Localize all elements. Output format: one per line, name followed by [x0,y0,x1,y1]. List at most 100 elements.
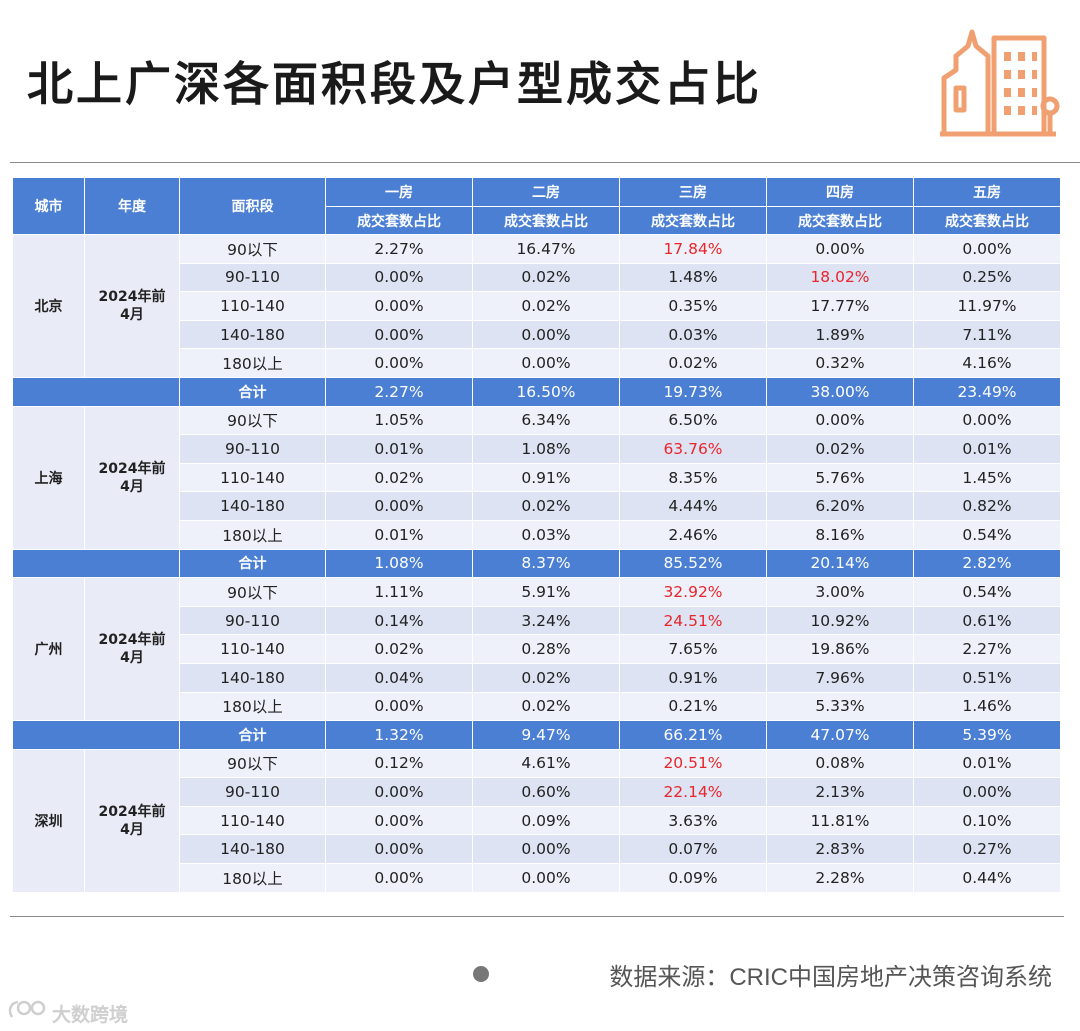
header-city: 城市 [12,177,85,235]
table-row: 140-180 0.00% 0.00% 0.03% 1.89% 7.11% [13,319,1061,350]
value-cell: 11.81% [766,805,914,836]
total-value-cell: 85.52% [619,548,767,579]
value-cell: 3.24% [472,605,620,636]
area-cell: 180以上 [179,348,326,378]
total-spacer [12,548,180,579]
value-cell: 0.02% [472,262,620,293]
value-cell: 0.00% [472,863,620,893]
top-divider [10,162,1080,163]
value-cell: 0.02% [766,434,914,464]
area-cell: 90以下 [179,748,326,779]
value-cell: 0.27% [913,834,1061,865]
table-row: 110-140 0.02% 0.28% 7.65% 19.86% 2.27% [13,634,1061,664]
value-cell: 0.02% [472,491,620,521]
header-sub: 成交套数占比 [472,206,620,235]
table-body: 北京 2024年前 4月 90以下 2.27% 16.47% 17.84% 0.00% 0.00… [12,234,1061,893]
area-cell: 90-110 [179,777,326,807]
value-cell: 0.25% [913,262,1061,293]
value-cell: 0.00% [913,234,1061,264]
value-cell: 0.01% [913,748,1061,779]
value-cell: 17.77% [766,291,914,321]
total-spacer [12,720,180,750]
value-cell: 11.97% [913,291,1061,321]
value-cell: 0.14% [325,605,473,636]
value-cell: 24.51% [619,605,767,636]
value-cell: 0.00% [325,691,473,722]
header-room: 二房 [472,177,620,207]
total-spacer [12,376,180,407]
value-cell: 0.00% [472,348,620,378]
value-cell: 0.12% [325,748,473,779]
value-cell: 0.08% [766,748,914,779]
table-row: 180以上 0.00% 0.02% 0.21% 5.33% 1.46% [13,691,1061,722]
total-label: 合计 [179,376,326,407]
value-cell: 1.45% [913,462,1061,493]
value-cell: 7.11% [913,319,1061,350]
area-cell: 110-140 [179,805,326,836]
table-row: 深圳 2024年前 4月 90以下 0.12% 4.61% 20.51% 0.08% 0.01% [12,748,1061,893]
table-row: 90-110 0.14% 3.24% 24.51% 10.92% 0.61% [13,605,1061,636]
building-icon [940,29,1060,137]
table-row: 110-140 0.00% 0.09% 3.63% 11.81% 0.10% [13,805,1061,836]
total-value-cell: 38.00% [766,376,914,407]
value-cell: 0.00% [325,834,473,865]
total-value-cell: 19.73% [619,376,767,407]
value-cell: 0.00% [325,777,473,807]
value-cell: 3.00% [766,577,914,607]
value-cell: 1.08% [472,434,620,464]
header-room: 五房 [913,177,1061,207]
value-cell: 4.44% [619,491,767,521]
value-cell: 0.01% [325,519,473,550]
data-source: 数据来源：CRIC中国房地产决策咨询系统 [609,964,1052,991]
year-cell: 2024年前 4月 [84,577,180,722]
value-cell: 22.14% [619,777,767,807]
area-cell: 140-180 [179,319,326,350]
city-cell: 上海 [12,405,85,550]
area-cell: 90-110 [179,605,326,636]
value-cell: 2.13% [766,777,914,807]
header-sub: 成交套数占比 [325,206,473,235]
dot-icon [473,966,489,982]
value-cell: 0.02% [472,291,620,321]
total-value-cell: 16.50% [472,376,620,407]
header-sub: 成交套数占比 [766,206,914,235]
total-value-cell: 23.49% [913,376,1061,407]
value-cell: 0.00% [325,291,473,321]
value-cell: 7.96% [766,662,914,693]
value-cell: 0.91% [472,462,620,493]
table-row: 上海 2024年前 4月 90以下 1.05% 6.34% 6.50% 0.00% 0.00% [12,405,1061,550]
area-cell: 110-140 [179,634,326,664]
value-cell: 1.48% [619,262,767,293]
value-cell: 8.35% [619,462,767,493]
table-row: 90-110 0.00% 0.60% 22.14% 2.13% 0.00% [13,777,1061,807]
value-cell: 0.02% [325,634,473,664]
value-cell: 6.20% [766,491,914,521]
area-cell: 90以下 [179,577,326,607]
value-cell: 0.61% [913,605,1061,636]
area-cell: 90以下 [179,405,326,436]
area-cell: 110-140 [179,462,326,493]
value-cell: 5.76% [766,462,914,493]
table-row: 90-110 0.00% 0.02% 1.48% 18.02% 0.25% [13,262,1061,293]
value-cell: 0.82% [913,491,1061,521]
value-cell: 0.54% [913,519,1061,550]
header-room: 四房 [766,177,914,207]
total-value-cell: 5.39% [913,720,1061,750]
value-cell: 0.44% [913,863,1061,893]
value-cell: 0.01% [913,434,1061,464]
value-cell: 18.02% [766,262,914,293]
value-cell: 17.84% [619,234,767,264]
value-cell: 0.60% [472,777,620,807]
area-cell: 140-180 [179,834,326,865]
value-cell: 0.35% [619,291,767,321]
value-cell: 6.50% [619,405,767,436]
value-cell: 0.02% [472,662,620,693]
value-cell: 0.00% [913,777,1061,807]
total-row: 合计 1.32% 9.47% 66.21% 47.07% 5.39% [12,720,1061,750]
table-row: 北京 2024年前 4月 90以下 2.27% 16.47% 17.84% 0.00% 0.00… [12,234,1061,378]
year-cell: 2024年前 4月 [84,234,180,378]
value-cell: 4.16% [913,348,1061,378]
value-cell: 0.91% [619,662,767,693]
value-cell: 6.34% [472,405,620,436]
transaction-share-table: 城市 年度 面积段 一房 二房 三房 四房 五房 成交套数占比 成交套数占比 成… [12,177,1061,893]
